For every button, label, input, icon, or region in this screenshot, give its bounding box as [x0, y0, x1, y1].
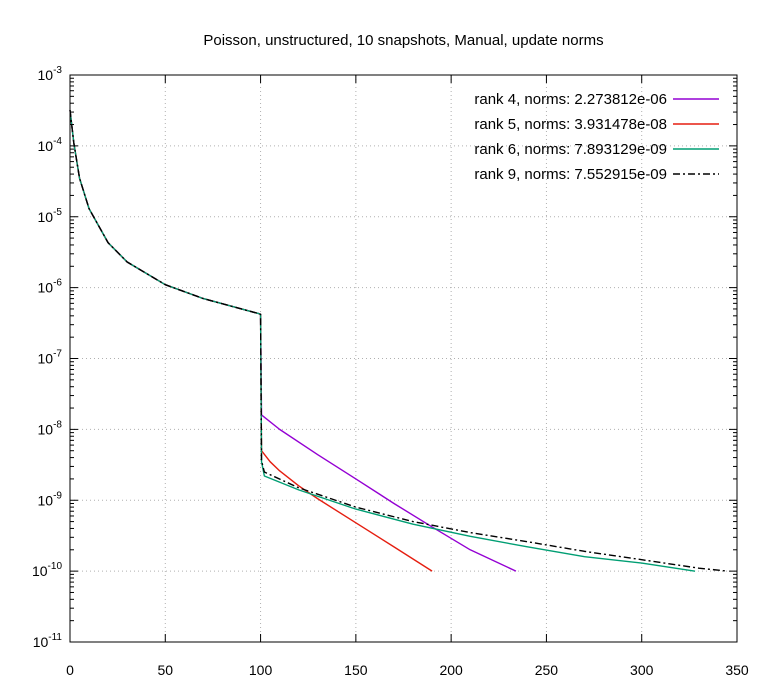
y-tick-label: 10-8	[38, 419, 63, 437]
legend-label-1: rank 4, norms: 2.273812e-06	[474, 91, 667, 108]
x-tick-label: 50	[157, 662, 173, 678]
x-tick-label: 200	[439, 662, 463, 678]
y-tick-label: 10-4	[38, 136, 63, 154]
legend-label-3: rank 6, norms: 7.893129e-09	[474, 141, 667, 158]
x-tick-label: 150	[344, 662, 368, 678]
legend-label-4: rank 9, norms: 7.552915e-09	[474, 166, 667, 183]
chart-title: Poisson, unstructured, 10 snapshots, Man…	[203, 32, 603, 49]
series-lines	[69, 109, 728, 572]
y-tick-label: 10-11	[33, 632, 63, 650]
series-line-4	[69, 109, 728, 572]
x-tick-label: 250	[535, 662, 559, 678]
axis-ticks: 0 50 100 150 200 250 300 350 10-11 10-10 10-9 10-8 1…	[32, 65, 749, 678]
y-tick-label: 10-7	[38, 349, 63, 367]
x-tick-label: 100	[249, 662, 273, 678]
series-line-1	[69, 109, 517, 572]
y-tick-label: 10-6	[38, 278, 63, 296]
y-tick-label: 10-9	[38, 490, 63, 508]
y-tick-label: 10-10	[32, 561, 62, 579]
x-tick-label: 300	[630, 662, 654, 678]
x-tick-label: 0	[66, 662, 74, 678]
series-line-2	[69, 109, 433, 572]
grid-lines	[70, 75, 737, 642]
x-tick-label: 350	[725, 662, 749, 678]
legend-label-2: rank 5, norms: 3.931478e-08	[474, 116, 667, 133]
legend: rank 4, norms: 2.273812e-06 rank 5, norms…	[474, 91, 719, 183]
y-tick-label: 10-3	[38, 65, 63, 83]
y-tick-label: 10-5	[38, 207, 63, 225]
